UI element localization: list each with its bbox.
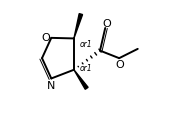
Text: O: O [42, 33, 50, 43]
Text: N: N [47, 80, 56, 90]
Polygon shape [74, 70, 88, 89]
Text: or1: or1 [80, 40, 92, 49]
Polygon shape [74, 14, 83, 39]
Text: O: O [115, 59, 124, 69]
Text: O: O [102, 18, 111, 28]
Text: or1: or1 [80, 63, 92, 72]
